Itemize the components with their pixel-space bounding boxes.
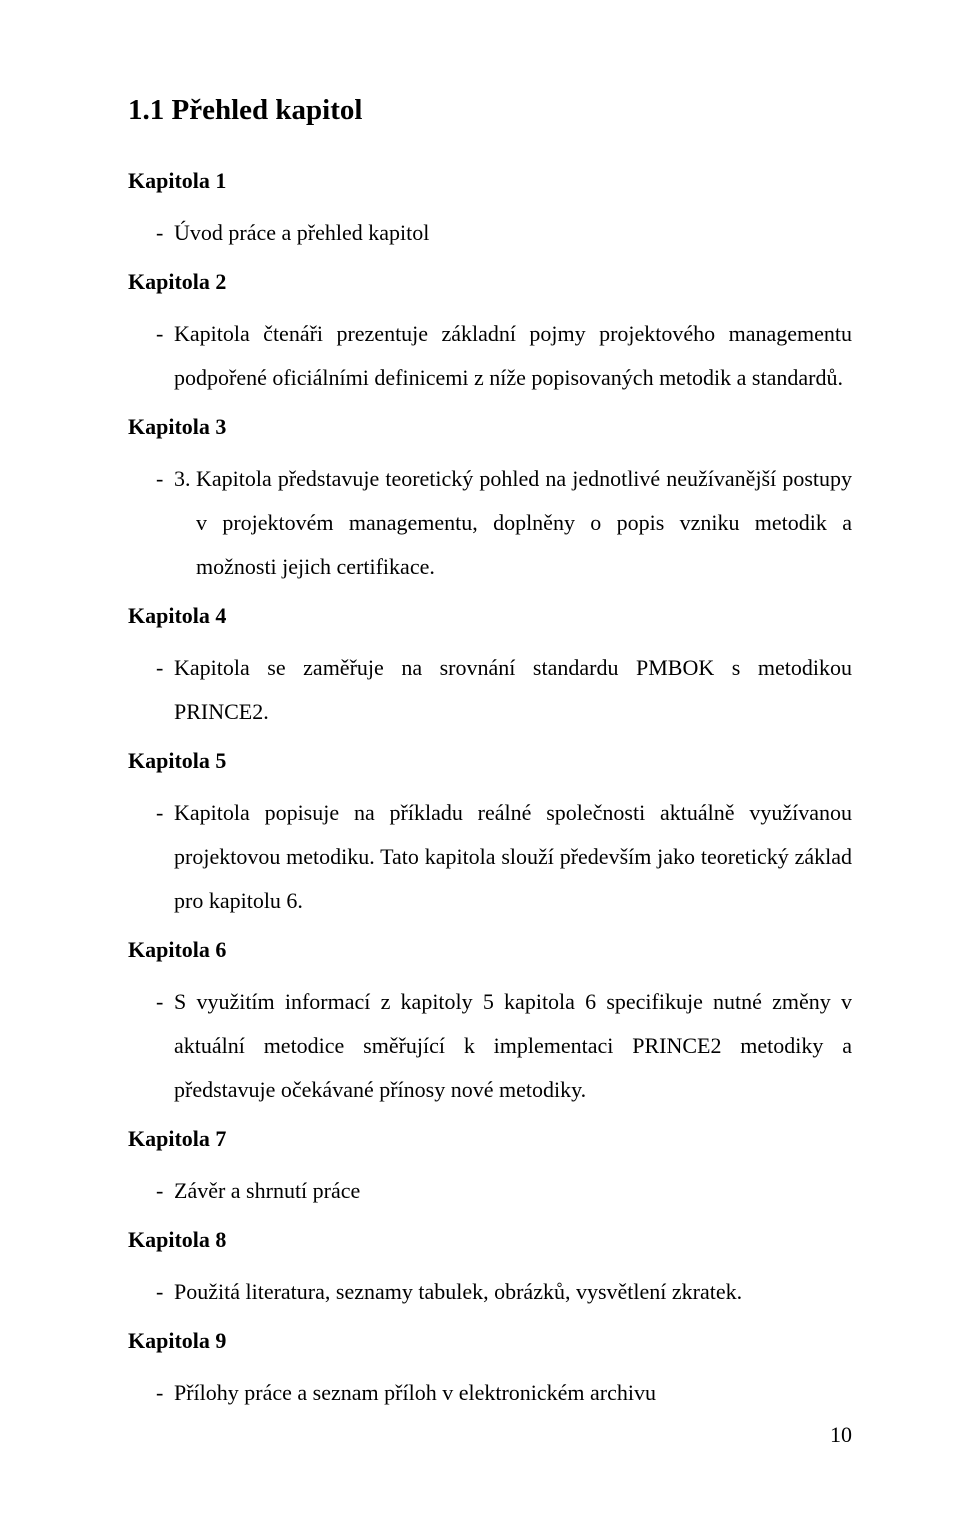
- bullet-dash-icon: -: [128, 791, 174, 835]
- chapter-6-text: S využitím informací z kapitoly 5 kapito…: [174, 980, 852, 1112]
- bullet-dash-icon: -: [128, 457, 174, 501]
- bullet-dash-icon: -: [128, 1270, 174, 1314]
- chapter-1-label: Kapitola 1: [128, 164, 852, 197]
- chapter-5-text: Kapitola popisuje na příkladu reálné spo…: [174, 791, 852, 923]
- chapter-6-item: - S využitím informací z kapitoly 5 kapi…: [128, 980, 852, 1112]
- chapter-9-item: - Přílohy práce a seznam příloh v elektr…: [128, 1371, 852, 1415]
- chapter-7-label: Kapitola 7: [128, 1122, 852, 1155]
- chapter-1-item: - Úvod práce a přehled kapitol: [128, 211, 852, 255]
- chapter-7-item: - Závěr a shrnutí práce: [128, 1169, 852, 1213]
- chapter-8-item: - Použitá literatura, seznamy tabulek, o…: [128, 1270, 852, 1314]
- chapter-2-text: Kapitola čtenáři prezentuje základní poj…: [174, 312, 852, 400]
- bullet-dash-icon: -: [128, 312, 174, 356]
- bullet-dash-icon: -: [128, 1371, 174, 1415]
- page-number: 10: [830, 1422, 852, 1448]
- chapter-5-label: Kapitola 5: [128, 744, 852, 777]
- section-heading: 1.1 Přehled kapitol: [128, 92, 852, 130]
- chapter-9-text: Přílohy práce a seznam příloh v elektron…: [174, 1371, 852, 1415]
- chapter-5-item: - Kapitola popisuje na příkladu reálné s…: [128, 791, 852, 923]
- chapter-9-label: Kapitola 9: [128, 1324, 852, 1357]
- chapter-8-text: Použitá literatura, seznamy tabulek, obr…: [174, 1270, 852, 1314]
- chapter-3-label: Kapitola 3: [128, 410, 852, 443]
- chapter-8-label: Kapitola 8: [128, 1223, 852, 1256]
- chapter-3-leading-number: 3.: [174, 457, 196, 589]
- bullet-dash-icon: -: [128, 211, 174, 255]
- chapter-2-label: Kapitola 2: [128, 265, 852, 298]
- document-page: 1.1 Přehled kapitol Kapitola 1 - Úvod pr…: [0, 0, 960, 1518]
- chapter-4-text: Kapitola se zaměřuje na srovnání standar…: [174, 646, 852, 734]
- chapter-3-item: - 3. Kapitola představuje teoretický poh…: [128, 457, 852, 589]
- chapter-4-item: - Kapitola se zaměřuje na srovnání stand…: [128, 646, 852, 734]
- bullet-dash-icon: -: [128, 1169, 174, 1213]
- chapter-6-label: Kapitola 6: [128, 933, 852, 966]
- bullet-dash-icon: -: [128, 980, 174, 1024]
- chapter-1-text: Úvod práce a přehled kapitol: [174, 211, 852, 255]
- chapter-4-label: Kapitola 4: [128, 599, 852, 632]
- chapter-7-text: Závěr a shrnutí práce: [174, 1169, 852, 1213]
- chapter-3-text: Kapitola představuje teoretický pohled n…: [196, 457, 852, 589]
- bullet-dash-icon: -: [128, 646, 174, 690]
- chapter-2-item: - Kapitola čtenáři prezentuje základní p…: [128, 312, 852, 400]
